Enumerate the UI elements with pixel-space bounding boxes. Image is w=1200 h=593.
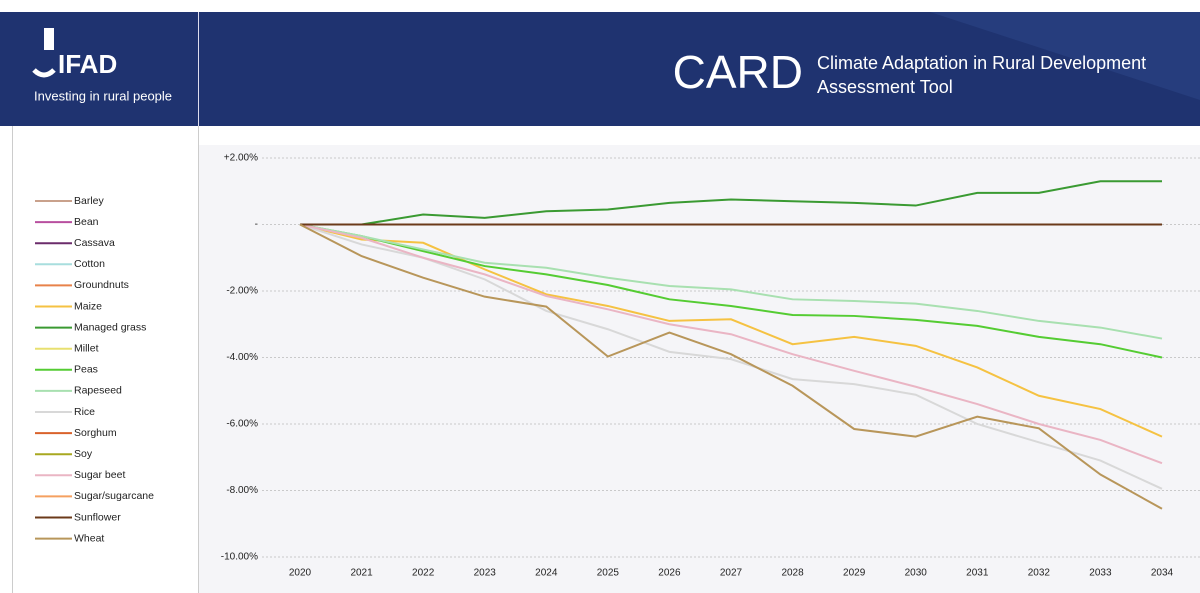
app-subtitle: Assessment Tool xyxy=(817,77,953,97)
legend-label: Peas xyxy=(74,364,98,376)
app-subtitle: Climate Adaptation in Rural Development xyxy=(817,53,1146,73)
x-tick-label: 2029 xyxy=(843,568,866,579)
logo-mark-base xyxy=(32,68,56,78)
x-tick-label: 2026 xyxy=(658,568,681,579)
tagline: Investing in rural people xyxy=(34,88,172,103)
x-tick-label: 2025 xyxy=(597,568,620,579)
x-tick-label: 2030 xyxy=(905,568,928,579)
app-name: CARD xyxy=(673,46,803,98)
x-tick-label: 2027 xyxy=(720,568,743,579)
legend-label: Sugar/sugarcane xyxy=(74,490,154,502)
legend-label: Sorghum xyxy=(74,427,117,439)
legend-label: Sugar beet xyxy=(74,469,125,481)
y-tick-label: -4.00% xyxy=(226,352,258,363)
x-tick-label: 2032 xyxy=(1028,568,1051,579)
series-line xyxy=(299,223,1163,465)
series-line xyxy=(299,223,1163,359)
series-line xyxy=(299,223,1163,510)
y-tick-label: +2.00% xyxy=(224,153,258,164)
x-tick-label: 2022 xyxy=(412,568,435,579)
x-tick-label: 2031 xyxy=(966,568,989,579)
legend-label: Millet xyxy=(74,342,99,354)
legend-label: Maize xyxy=(74,300,102,312)
logo-mark xyxy=(44,28,54,50)
y-tick-label: -6.00% xyxy=(226,419,258,430)
x-tick-label: 2034 xyxy=(1151,568,1174,579)
x-tick-label: 2023 xyxy=(474,568,497,579)
legend-label: Soy xyxy=(74,448,93,460)
legend-label: Bean xyxy=(74,216,99,228)
legend-label: Sunflower xyxy=(74,511,121,523)
legend-label: Managed grass xyxy=(74,321,146,333)
x-tick-label: 2020 xyxy=(289,568,312,579)
x-tick-label: 2028 xyxy=(781,568,804,579)
x-tick-label: 2033 xyxy=(1089,568,1112,579)
x-tick-label: 2024 xyxy=(535,568,558,579)
legend-label: Rice xyxy=(74,406,95,418)
y-tick-label: -2.00% xyxy=(226,286,258,297)
y-tick-label: -8.00% xyxy=(226,485,258,496)
logo-text[interactable]: IFAD xyxy=(58,49,117,79)
chart-area xyxy=(199,145,1200,593)
series-line xyxy=(299,223,1163,340)
header-pattern xyxy=(930,12,1200,100)
legend-label: Wheat xyxy=(74,532,104,544)
series-line xyxy=(299,223,1163,490)
series-line xyxy=(299,223,1163,438)
legend-label: Cotton xyxy=(74,258,105,270)
y-tick-label: -10.00% xyxy=(221,552,258,563)
legend-label: Cassava xyxy=(74,237,115,249)
y-tick-label: - xyxy=(255,219,258,230)
legend-label: Barley xyxy=(74,195,105,207)
x-tick-label: 2021 xyxy=(350,568,373,579)
legend-label: Groundnuts xyxy=(74,279,129,291)
legend-label: Rapeseed xyxy=(74,385,122,397)
series-line xyxy=(300,180,1162,226)
